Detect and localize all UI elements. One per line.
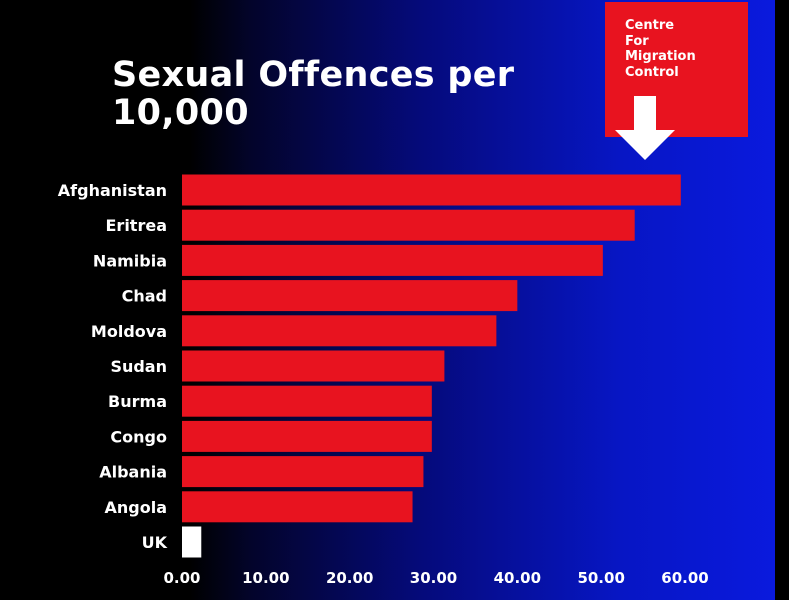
category-label: Congo [110,427,167,446]
category-label: UK [142,533,168,552]
bar-angola [182,491,413,523]
category-label: Eritrea [106,216,168,235]
x-tick-label: 40.00 [494,569,541,587]
bar-albania [182,456,424,488]
category-label: Burma [108,392,167,411]
bar-moldova [182,315,497,347]
bar-burma [182,385,432,417]
category-label: Moldova [91,322,167,341]
category-label: Chad [122,287,167,306]
x-tick-label: 50.00 [577,569,624,587]
x-tick-label: 20.00 [326,569,373,587]
x-tick-label: 60.00 [661,569,708,587]
x-tick-label: 10.00 [242,569,289,587]
category-label: Angola [105,498,168,517]
category-label: Sudan [110,357,167,376]
x-tick-label: 30.00 [410,569,457,587]
chart-title: Sexual Offences per 10,000 [112,55,515,133]
x-tick-label: 0.00 [163,569,200,587]
bar-afghanistan [182,174,681,206]
category-label: Namibia [93,251,167,270]
bar-congo [182,420,432,452]
category-label: Afghanistan [58,181,167,200]
category-label: Albania [99,463,167,482]
bar-namibia [182,244,603,276]
source-box: Centre For Migration Control [605,2,748,137]
down-arrow-icon [615,96,675,160]
source-label: Centre For Migration Control [625,18,696,80]
bar-uk [182,526,202,558]
bar-chad [182,280,518,312]
bar-sudan [182,350,445,382]
bar-eritrea [182,209,635,241]
